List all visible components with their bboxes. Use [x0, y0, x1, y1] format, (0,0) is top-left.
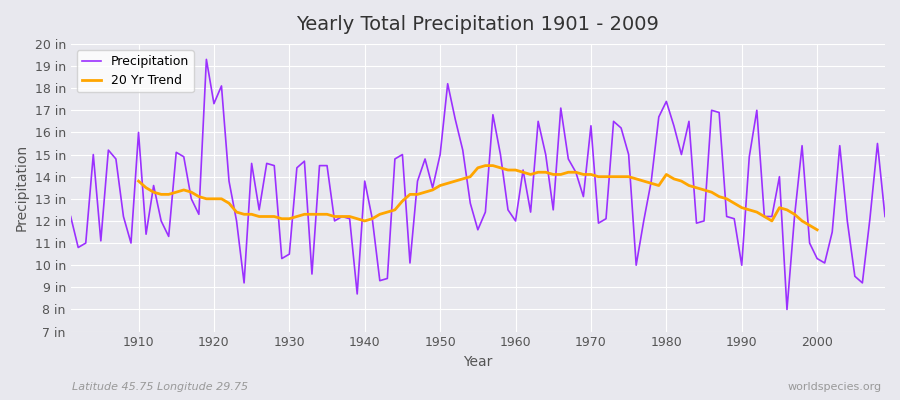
- 20 Yr Trend: [480, 163, 491, 168]
- Legend: Precipitation, 20 Yr Trend: Precipitation, 20 Yr Trend: [76, 50, 194, 92]
- 20 Yr Trend: [133, 179, 144, 184]
- Precipitation: [126, 241, 137, 246]
- X-axis label: Year: Year: [464, 355, 492, 369]
- Line: Precipitation: Precipitation: [71, 59, 885, 310]
- Text: Latitude 45.75 Longitude 29.75: Latitude 45.75 Longitude 29.75: [72, 382, 248, 392]
- Precipitation: [879, 214, 890, 219]
- 20 Yr Trend: [812, 227, 823, 232]
- Text: worldspecies.org: worldspecies.org: [788, 382, 882, 392]
- Precipitation: [608, 119, 619, 124]
- Line: 20 Yr Trend: 20 Yr Trend: [139, 166, 817, 230]
- 20 Yr Trend: [216, 196, 227, 201]
- 20 Yr Trend: [796, 218, 807, 223]
- 20 Yr Trend: [714, 194, 724, 199]
- Y-axis label: Precipitation: Precipitation: [15, 144, 29, 231]
- 20 Yr Trend: [805, 223, 815, 228]
- 20 Yr Trend: [307, 212, 318, 217]
- Title: Yearly Total Precipitation 1901 - 2009: Yearly Total Precipitation 1901 - 2009: [296, 15, 660, 34]
- Precipitation: [518, 168, 528, 172]
- Precipitation: [299, 159, 310, 164]
- 20 Yr Trend: [292, 214, 302, 219]
- Precipitation: [201, 57, 212, 62]
- Precipitation: [781, 307, 792, 312]
- Precipitation: [66, 214, 77, 219]
- Precipitation: [345, 216, 356, 221]
- Precipitation: [510, 218, 521, 223]
